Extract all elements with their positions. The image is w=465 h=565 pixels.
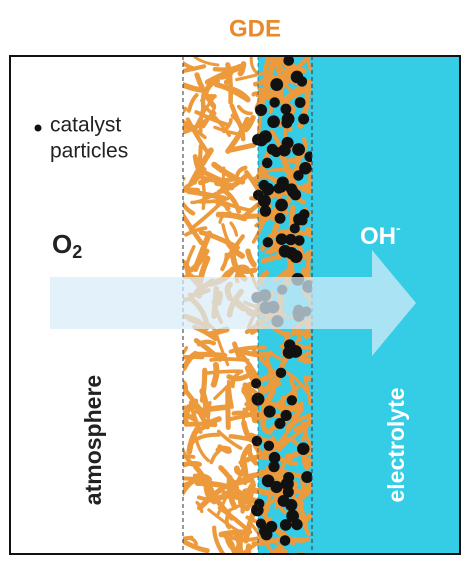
catalyst-particle [290,223,300,233]
legend-text: particles [50,140,128,163]
product-label: OH- [360,220,401,251]
fiber [203,184,204,208]
catalyst-particle [260,205,271,216]
catalyst-particle [278,144,290,156]
catalyst-particle [286,510,299,523]
fiber [202,370,204,400]
catalyst-particle [255,104,267,116]
catalyst-particle [294,235,304,245]
fiber [199,497,213,499]
catalyst-particle [267,115,280,128]
catalyst-particle [273,183,283,193]
catalyst-particle [285,247,297,259]
fiber [242,556,255,565]
electrolyte-label: electrolyte [383,387,409,502]
title: GDE [229,15,281,42]
catalyst-particle [295,97,306,108]
catalyst-particle [276,233,288,245]
catalyst-particle [283,346,295,358]
fiber [304,455,307,468]
fiber [294,539,308,540]
catalyst-particle [275,213,286,224]
fiber [223,168,224,186]
fiber [214,365,217,385]
fiber [260,555,279,565]
legend-dot [35,125,42,132]
catalyst-particle [286,183,297,194]
catalyst-particle [275,199,288,212]
catalyst-particle [262,158,273,169]
reactant-symbol: O [52,229,72,259]
catalyst-particle [259,130,272,143]
catalyst-particle [264,405,276,417]
catalyst-particle [282,113,295,126]
fiber [182,463,200,465]
catalyst-particle [280,104,291,115]
catalyst-particle [251,378,261,388]
catalyst-particle [267,144,278,155]
product-symbol: OH [360,223,396,250]
catalyst-particle [259,180,270,191]
fiber [289,556,308,559]
fiber [237,542,239,559]
catalyst-particle [270,78,283,91]
diagram: GDE catalyst particles O2 OH- atmosphere… [0,0,465,565]
fiber [265,52,267,69]
catalyst-particle [283,472,294,483]
fiber [218,448,228,450]
catalyst-particle [299,209,309,219]
catalyst-particle [292,143,305,156]
fiber [282,398,283,410]
reactant-subscript: 2 [72,242,82,262]
catalyst-particle [268,461,279,472]
catalyst-particle [301,471,313,483]
fiber [196,354,225,355]
catalyst-particle [260,528,272,540]
fiber [208,403,210,424]
product-superscript: - [396,220,401,236]
catalyst-particle [283,487,294,498]
catalyst-particle [269,97,279,107]
fiber [186,424,215,425]
fiber [229,376,246,378]
catalyst-particle [252,436,262,446]
catalyst-particle [285,499,297,511]
atmosphere-label: atmosphere [80,375,106,505]
catalyst-particle [287,395,297,405]
catalyst-particle [297,76,307,86]
catalyst-particle [297,442,310,455]
fiber [206,371,240,373]
catalyst-particle [254,499,264,509]
legend-text: catalyst [50,114,121,137]
catalyst-particle [299,162,311,174]
fiber [221,532,246,534]
catalyst-particle [280,535,291,546]
catalyst-particle [276,368,287,379]
fiber [211,359,248,360]
catalyst-particle [263,237,273,247]
catalyst-particle [264,441,274,451]
catalyst-particle [270,481,282,493]
catalyst-particle [281,410,292,421]
catalyst-particle [298,113,309,124]
catalyst-particle [258,194,271,207]
